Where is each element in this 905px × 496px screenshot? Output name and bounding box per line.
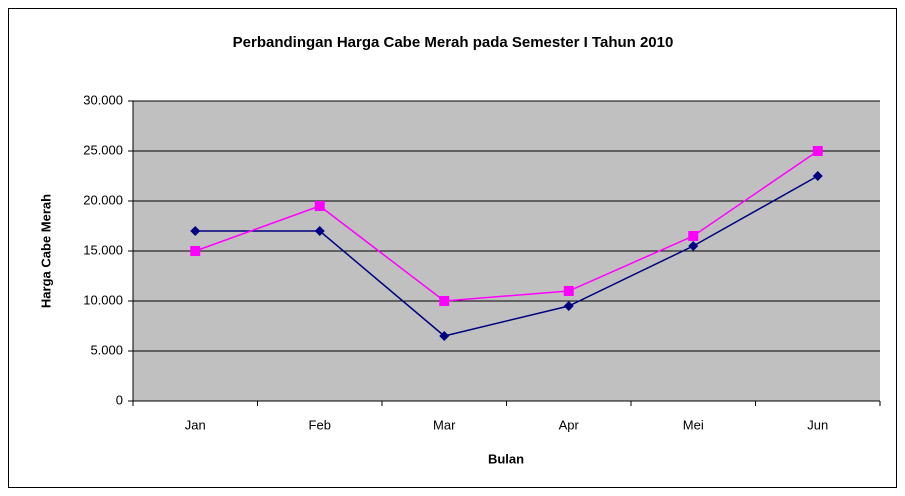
y-tick-label: 15.000 (83, 242, 123, 257)
marker (190, 226, 201, 236)
y-tick-label: 25.000 (83, 142, 123, 157)
x-tick-label: Apr (559, 417, 580, 432)
y-tick-label: 10.000 (83, 292, 123, 307)
series-line (194, 150, 819, 302)
x-tick-label: Mei (683, 417, 704, 432)
y-tick-label: 5.000 (90, 342, 123, 357)
marker (314, 226, 325, 236)
marker (812, 171, 823, 181)
chart-title: Perbandingan Harga Cabe Merah pada Semes… (233, 34, 674, 51)
y-tick-label: 30.000 (83, 92, 123, 107)
x-axis-label: Bulan (488, 451, 524, 466)
y-tick-label: 20.000 (83, 192, 123, 207)
marker (812, 146, 823, 156)
marker (688, 241, 699, 251)
marker (439, 296, 450, 306)
marker (688, 231, 699, 241)
x-tick-label: Jun (807, 417, 828, 432)
marker (190, 246, 201, 256)
x-tick-label: Jan (185, 417, 206, 432)
x-tick-label: Feb (309, 417, 331, 432)
marker (563, 301, 574, 311)
marker (439, 331, 450, 341)
y-tick-label: 0 (116, 392, 123, 407)
marker (314, 201, 325, 211)
series-line (195, 175, 819, 337)
y-axis-label: Harga Cabe Merah (38, 194, 53, 308)
marker (563, 286, 574, 296)
x-tick-label: Mar (433, 417, 456, 432)
